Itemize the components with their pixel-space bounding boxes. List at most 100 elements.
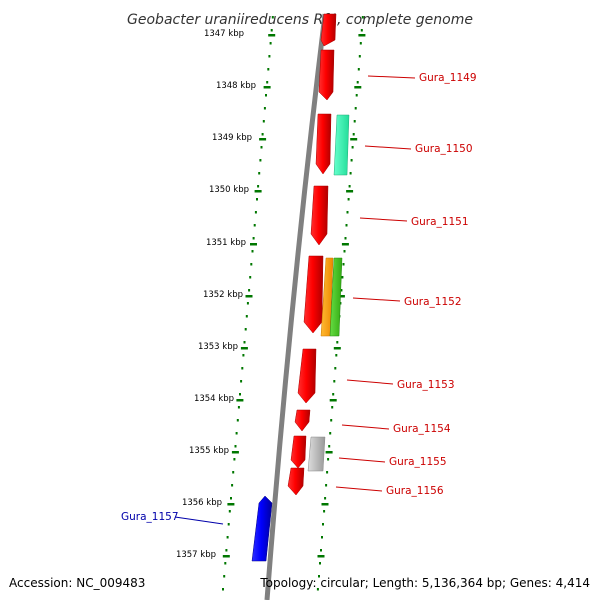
kbp-label: 1355 kbp [189, 446, 229, 456]
left-track-dot [224, 562, 227, 565]
right-track-dot [343, 250, 346, 253]
gene-features [251, 13, 337, 562]
gene-label-gura-1153[interactable]: Gura_1153 [397, 379, 455, 391]
left-track-dot [250, 263, 253, 266]
left-track-dot [263, 107, 266, 110]
right-track-dot [321, 536, 323, 539]
left-track-dot [258, 172, 261, 175]
left-track-dot [254, 211, 257, 214]
right-track-major-tick [317, 555, 325, 558]
left-track-dot [266, 81, 269, 84]
right-track-major-tick [329, 399, 337, 402]
right-track-dot [359, 42, 362, 45]
left-track-dot [241, 367, 244, 370]
left-track-dot [248, 289, 251, 292]
gene-arrow-gura-1152[interactable] [303, 255, 324, 334]
right-track-major-tick [358, 34, 366, 37]
left-track-major-tick [231, 451, 239, 454]
left-track-dot [242, 354, 245, 357]
right-track-dot [351, 146, 354, 149]
gene-arrow-gura-1149[interactable] [318, 49, 335, 101]
right-track-dot [320, 549, 322, 552]
kbp-label: 1349 kbp [212, 133, 252, 143]
kbp-label: 1356 kbp [182, 498, 222, 508]
right-track-dot [356, 81, 359, 84]
right-track-dot [329, 432, 332, 435]
right-track-dot [333, 380, 336, 383]
kbp-label: 1354 kbp [194, 394, 234, 404]
right-track-major-tick [354, 86, 362, 89]
left-track-dot [237, 406, 240, 409]
right-track-major-tick [346, 190, 354, 193]
left-track-dot [230, 497, 232, 500]
left-track-dot [268, 55, 271, 58]
genome-summary-text: Topology: circular; Length: 5,136,364 bp… [259, 576, 590, 590]
right-track-dot [347, 198, 350, 201]
right-track-dot [340, 289, 343, 292]
right-track-dot [344, 237, 347, 240]
kbp-label: 1348 kbp [216, 81, 256, 91]
left-track-major-tick [263, 86, 271, 89]
left-track-dot [243, 341, 246, 344]
right-track-dot [349, 172, 352, 175]
gene-arrow-gura-1156[interactable] [287, 467, 305, 496]
right-track-major-tick [333, 347, 341, 350]
gene-arrow-gura-1151[interactable] [310, 185, 329, 246]
right-track-dot [326, 471, 329, 474]
gene-arrow-gura-1148[interactable] [320, 13, 337, 47]
gene-label-gura-1150[interactable]: Gura_1150 [415, 143, 473, 155]
right-track-dot [327, 458, 330, 461]
left-track-dot [233, 458, 236, 461]
gene-label-gura-1151[interactable]: Gura_1151 [411, 216, 469, 228]
right-track-dot [341, 276, 344, 279]
right-track-dot [325, 484, 328, 487]
genome-backbone [264, 13, 328, 600]
gene-label-gura-1155[interactable]: Gura_1155 [389, 456, 447, 468]
feature-bar-teal[interactable] [333, 114, 350, 176]
gene-label-gura-1149[interactable]: Gura_1149 [419, 72, 477, 84]
right-track-dot [334, 367, 337, 370]
right-track-major-tick [321, 503, 329, 506]
gene-label-gura-1152[interactable]: Gura_1152 [404, 296, 462, 308]
left-track-dot [239, 393, 241, 396]
gene-label-gura-1154[interactable]: Gura_1154 [393, 423, 451, 435]
right-track-dot [331, 406, 334, 409]
left-track-dot [231, 484, 234, 487]
right-track-dot [319, 562, 321, 565]
left-track-dot [225, 549, 228, 552]
left-track-major-tick [222, 555, 230, 558]
right-track-dot [353, 120, 356, 123]
gene-label-gura-1157[interactable]: Gura_1157 [121, 511, 179, 523]
kbp-label: 1351 kbp [206, 238, 246, 248]
gene-label-gura-1156[interactable]: Gura_1156 [386, 485, 444, 497]
right-track-dot [318, 575, 320, 578]
gene-arrow-gura-1157[interactable] [251, 495, 273, 562]
left-track-dot [260, 146, 263, 149]
gene-arrow-gura-1154[interactable] [294, 409, 311, 432]
left-track-dot [259, 159, 262, 162]
right-track-dot [330, 419, 333, 422]
gene-labels: Gura_1149 Gura_1150 Gura_1151 Gura_1152 … [121, 72, 477, 523]
accession-text: Accession: NC_009483 [9, 576, 145, 590]
right-track-major-tick [325, 451, 333, 454]
feature-bar-green[interactable] [329, 257, 343, 337]
feature-bar-gray[interactable] [307, 436, 326, 472]
right-track-dot [355, 94, 358, 97]
left-track-dot [240, 380, 243, 383]
gene-arrow-gura-1153[interactable] [297, 348, 317, 404]
left-track-dot [222, 588, 224, 591]
left-track-major-tick [227, 503, 235, 506]
right-track-dot [360, 29, 363, 32]
right-track-dot [357, 68, 360, 71]
left-track-dot [265, 94, 267, 97]
track-lines [222, 16, 366, 591]
right-track-dot [361, 16, 364, 19]
right-track-dot [323, 510, 326, 513]
right-track-dot [342, 263, 345, 266]
left-track-dot [269, 42, 272, 45]
left-track-dot [235, 432, 238, 435]
gene-arrow-gura-1150[interactable] [315, 113, 332, 175]
left-track-major-tick [236, 399, 244, 402]
gene-arrow-gura-1155[interactable] [290, 435, 307, 469]
